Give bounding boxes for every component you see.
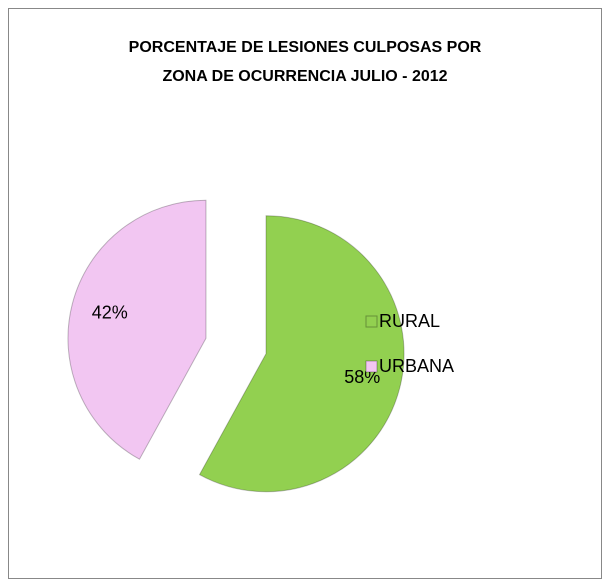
pie-slice <box>67 199 207 460</box>
chart-title: PORCENTAJE DE LESIONES CULPOSAS POR <box>129 39 482 56</box>
legend-label: URBANA <box>379 356 454 376</box>
data-label: 58% <box>344 367 380 387</box>
legend-swatch <box>365 360 378 373</box>
data-label: 42% <box>92 302 128 322</box>
legend-label: RURAL <box>379 311 440 331</box>
legend-swatch <box>365 315 378 328</box>
chart-title: ZONA DE OCURRENCIA JULIO - 2012 <box>162 68 447 85</box>
pie-slice <box>198 215 405 493</box>
